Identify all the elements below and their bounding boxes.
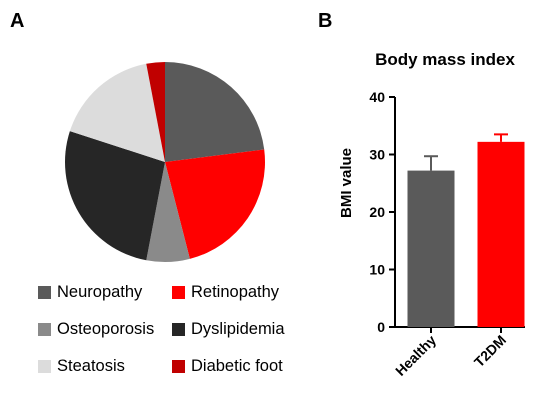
- y-tick-label: 40: [369, 89, 385, 105]
- y-tick-label: 30: [369, 147, 385, 163]
- legend-item-diabetic-foot: Diabetic foot: [172, 357, 283, 376]
- bar-t2dm: [477, 141, 525, 327]
- legend-swatch: [172, 286, 185, 299]
- legend-item-neuropathy: Neuropathy: [38, 283, 142, 302]
- x-tick-label: Healthy: [392, 332, 439, 379]
- pie-slice-steatosis: [69, 63, 165, 163]
- pie-slice-osteoporosis: [146, 162, 190, 263]
- x-tick-label: T2DM: [471, 332, 509, 370]
- legend-item-osteoporosis: Osteoporosis: [38, 320, 154, 339]
- legend-swatch: [172, 360, 185, 373]
- y-tick-label: 10: [369, 262, 385, 278]
- legend-swatch: [38, 360, 51, 373]
- legend-label: Steatosis: [57, 357, 125, 375]
- y-tick-label: 20: [369, 204, 385, 220]
- legend-swatch: [172, 323, 185, 336]
- panel-label-a: A: [10, 10, 25, 32]
- legend-swatch: [38, 286, 51, 299]
- bar-healthy: [407, 170, 455, 327]
- pie-slice-diabetic-foot: [146, 62, 165, 162]
- legend-label: Osteoporosis: [57, 320, 155, 338]
- bar-chart-title: Body mass index: [375, 50, 515, 69]
- pie-slice-retinopathy: [165, 149, 265, 259]
- legend-item-dyslipidemia: Dyslipidemia: [172, 320, 285, 339]
- pie-slice-neuropathy: [165, 62, 265, 162]
- legend-label: Diabetic foot: [191, 357, 283, 375]
- panel-label-b: B: [318, 10, 333, 32]
- legend-label: Dyslipidemia: [191, 320, 285, 338]
- legend-item-retinopathy: Retinopathy: [172, 283, 279, 302]
- legend-swatch: [38, 323, 51, 336]
- legend-item-steatosis: Steatosis: [38, 357, 125, 376]
- legend-label: Neuropathy: [57, 283, 143, 301]
- y-axis-label: BMI value: [338, 147, 355, 218]
- legend-label: Retinopathy: [191, 283, 280, 301]
- y-tick-label: 0: [377, 319, 385, 335]
- pie-slice-dyslipidemia: [65, 131, 165, 261]
